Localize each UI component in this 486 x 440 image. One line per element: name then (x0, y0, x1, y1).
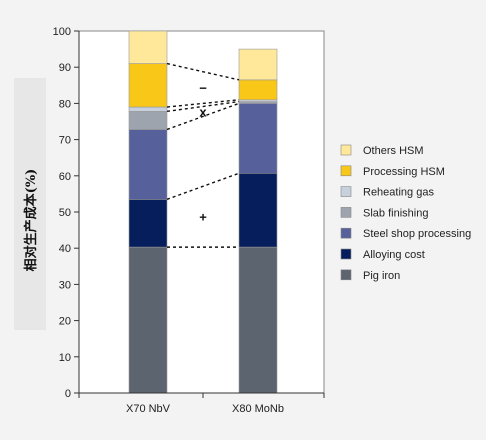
bar-segment (238, 246, 278, 394)
ylabel-panel (14, 78, 46, 330)
y-tick-label: 0 (65, 388, 71, 400)
comparison-annotation: − (199, 81, 207, 96)
comparison-connector (166, 99, 240, 108)
bar-segment (128, 106, 168, 112)
bar-segment (128, 63, 168, 108)
legend-swatch (340, 227, 352, 239)
plot-area (78, 30, 325, 394)
bar-segment (238, 172, 278, 248)
bar-segment (238, 103, 278, 174)
legend-label: Slab finishing (363, 207, 428, 219)
bar-segment (238, 48, 278, 81)
legend-label: Others HSM (363, 145, 424, 157)
comparison-connector (166, 62, 240, 81)
legend-label: Processing HSM (363, 166, 445, 178)
y-tick-label: 70 (59, 135, 71, 147)
y-tick-label: 30 (59, 279, 71, 291)
bar-segment (128, 111, 168, 130)
y-tick-label: 50 (59, 207, 71, 219)
bar-segment (128, 199, 168, 248)
legend-swatch (340, 248, 352, 260)
y-tick-label: 20 (59, 316, 71, 328)
y-tick-label: 80 (59, 98, 71, 110)
comparison-connector (166, 102, 240, 131)
legend-swatch (340, 165, 352, 177)
y-tick-label: 40 (59, 243, 71, 255)
legend-swatch (340, 186, 352, 197)
legend-swatch (340, 207, 352, 218)
x-tick-label: X80 MoNb (232, 403, 284, 415)
bar-segment (128, 30, 168, 64)
y-tick-label: 90 (59, 62, 71, 74)
legend-swatch (340, 269, 352, 281)
bar-segment (128, 129, 168, 200)
y-tick-label: 100 (53, 26, 71, 38)
legend-label: Steel shop processing (363, 228, 471, 240)
legend-label: Alloying cost (363, 249, 425, 261)
y-tick-label: 10 (59, 352, 71, 364)
legend-label: Pig iron (363, 270, 400, 282)
bar-segment (238, 79, 278, 101)
comparison-connector (166, 100, 240, 113)
x-tick-label: X70 NbV (126, 403, 171, 415)
legend-swatch (340, 144, 352, 156)
y-axis-label: 相对生产成本(%) (23, 169, 39, 272)
comparison-annotation: x (199, 104, 207, 119)
y-tick-label: 60 (59, 171, 71, 183)
comparison-connector (166, 172, 240, 200)
bar-segment (128, 246, 168, 394)
comparison-annotation: + (199, 210, 207, 225)
legend-label: Reheating gas (363, 187, 434, 199)
